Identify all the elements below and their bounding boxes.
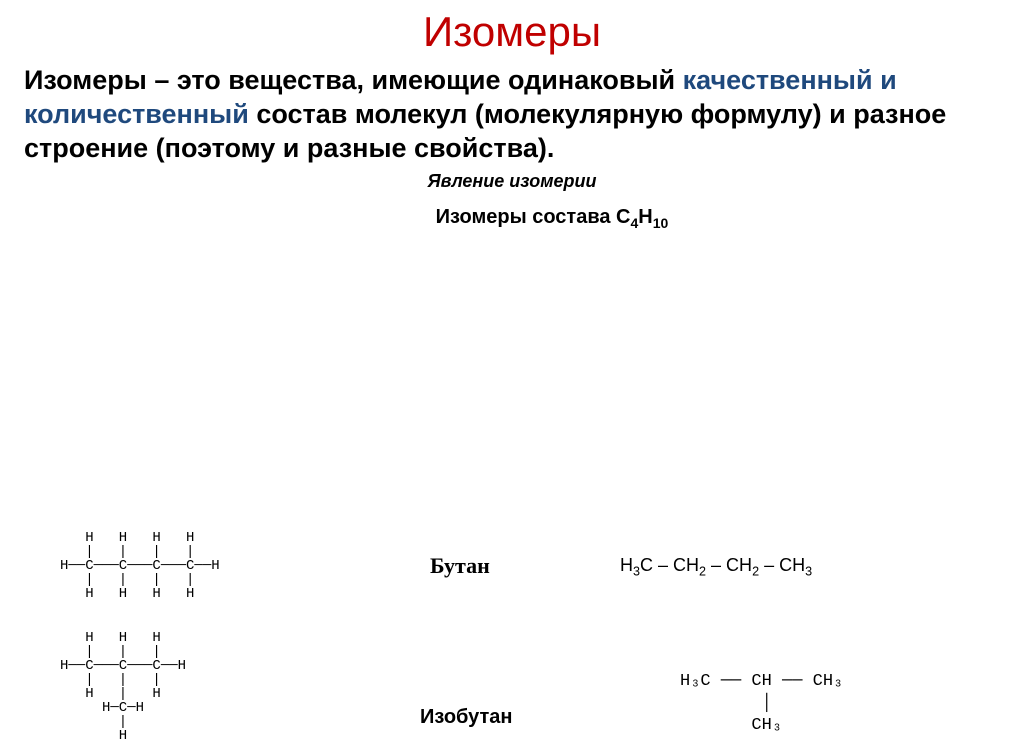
isobutane-label: Изобутан — [420, 706, 513, 729]
butane-formula: H3C – CH2 – CH2 – CH3 — [620, 555, 812, 579]
subtitle: Явление изомерии — [0, 171, 1024, 192]
definition-block: Изомеры – это вещества, имеющие одинаков… — [0, 56, 1024, 165]
title-text: Изомеры — [423, 8, 601, 55]
iso-line3: CH₃ — [680, 715, 843, 737]
def-lead: Изомеры – это вещества, имеющие одинаков… — [24, 65, 683, 95]
isobutane-formula: H₃C ── CH ── CH₃ │ CH₃ — [680, 671, 843, 737]
iso-line1: H₃C ── CH ── CH₃ — [680, 671, 843, 693]
butane-label: Бутан — [430, 553, 490, 579]
structural-formula-butane: H H H H | | | | H──C───C───C───C──H | | … — [60, 531, 220, 601]
structural-formula-isobutane: H H H | | | H──C───C───C──H | | | H | H … — [60, 631, 186, 743]
composition-label: Изомеры состава C4H10 — [0, 206, 1024, 231]
page-title: Изомеры — [0, 0, 1024, 56]
iso-line2: │ — [680, 693, 843, 715]
